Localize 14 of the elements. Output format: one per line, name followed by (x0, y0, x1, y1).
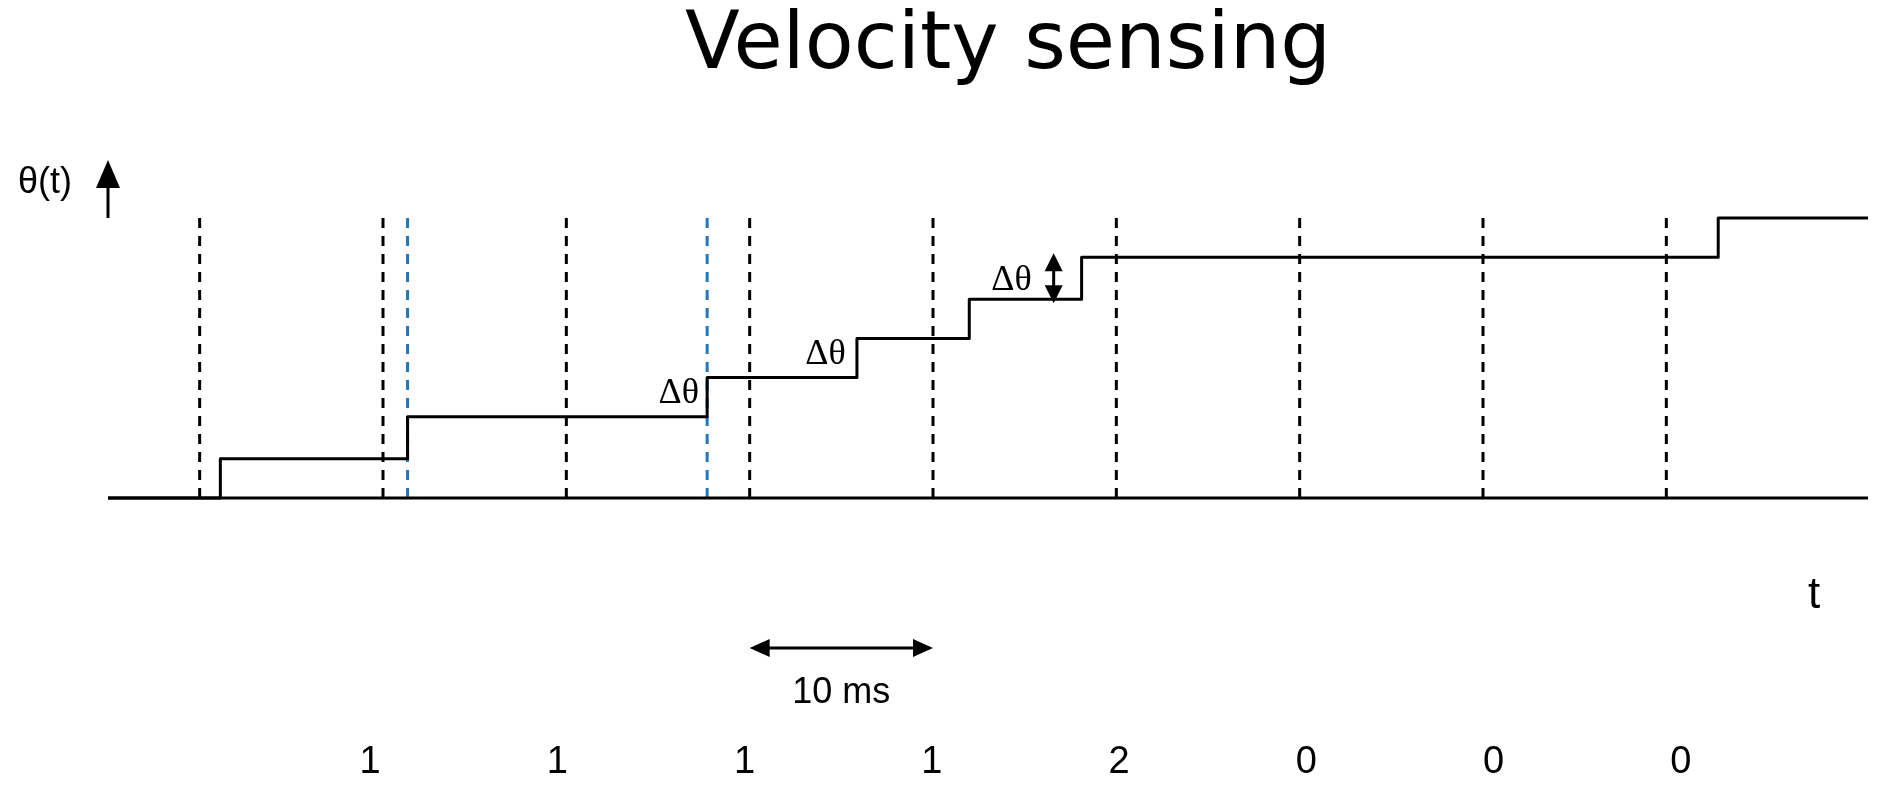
x-tick-label: 1 (546, 738, 568, 781)
x-tick-label: 1 (734, 738, 756, 781)
x-tick-label: 1 (921, 738, 943, 781)
x-tick-label: 0 (1295, 738, 1317, 781)
x-tick-label: 1 (359, 738, 381, 781)
y-axis-title: θ(t) (18, 160, 72, 201)
annotation: Δθ (805, 331, 846, 372)
annotation: Δθ (991, 258, 1032, 299)
text: 10 ms (792, 670, 891, 711)
x-tick-label: 0 (1670, 738, 1692, 781)
x-tick-label: 0 (1482, 738, 1505, 781)
x-axis-title: t (1808, 568, 1821, 617)
annotation: Δθ (658, 370, 699, 411)
x-tick-label: 2 (1108, 738, 1130, 781)
